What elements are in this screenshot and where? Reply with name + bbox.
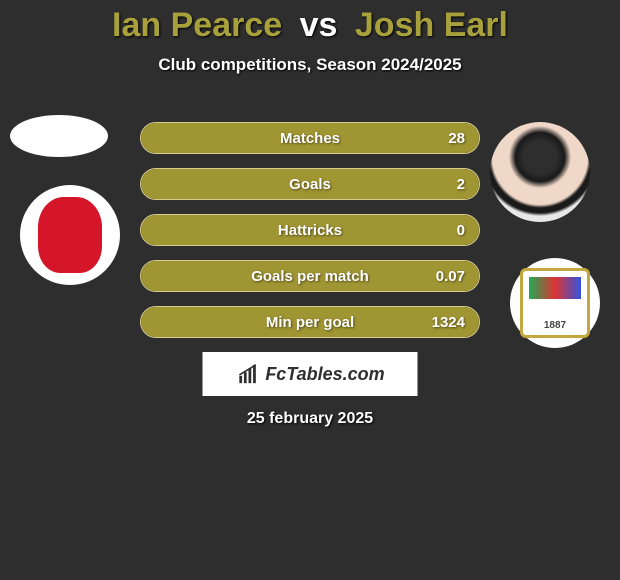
player1-club-crest <box>20 185 120 285</box>
stat-value: 0 <box>457 222 465 239</box>
player2-club-crest: 1887 <box>510 258 600 348</box>
snapshot-date: 25 february 2025 <box>0 410 620 428</box>
player2-avatar <box>490 122 590 222</box>
season-subtitle: Club competitions, Season 2024/2025 <box>0 55 620 75</box>
watermark-text: FcTables.com <box>265 364 384 385</box>
stat-bar: Goals 2 <box>140 168 480 200</box>
stat-label: Goals per match <box>251 268 369 285</box>
stat-label: Goals <box>289 176 331 193</box>
chart-icon <box>235 363 261 385</box>
fctables-watermark: FcTables.com <box>203 352 418 396</box>
player1-name: Ian Pearce <box>112 6 282 44</box>
stat-bar: Hattricks 0 <box>140 214 480 246</box>
stat-value: 2 <box>457 176 465 193</box>
stat-label: Matches <box>280 130 340 147</box>
stat-label: Min per goal <box>266 314 354 331</box>
stats-bars: Matches 28 Goals 2 Hattricks 0 Goals per match… <box>140 122 480 352</box>
stat-bar: Goals per match 0.07 <box>140 260 480 292</box>
club-founded-year: 1887 <box>523 320 587 331</box>
stat-label: Hattricks <box>278 222 342 239</box>
stat-value: 28 <box>448 130 465 147</box>
stat-value: 1324 <box>432 314 465 331</box>
vs-label: vs <box>300 6 338 44</box>
player2-name: Josh Earl <box>355 6 508 44</box>
stat-value: 0.07 <box>436 268 465 285</box>
stat-bar: Min per goal 1324 <box>140 306 480 338</box>
player1-avatar <box>10 115 108 157</box>
comparison-title: Ian Pearce vs Josh Earl <box>0 0 620 45</box>
stat-bar: Matches 28 <box>140 122 480 154</box>
